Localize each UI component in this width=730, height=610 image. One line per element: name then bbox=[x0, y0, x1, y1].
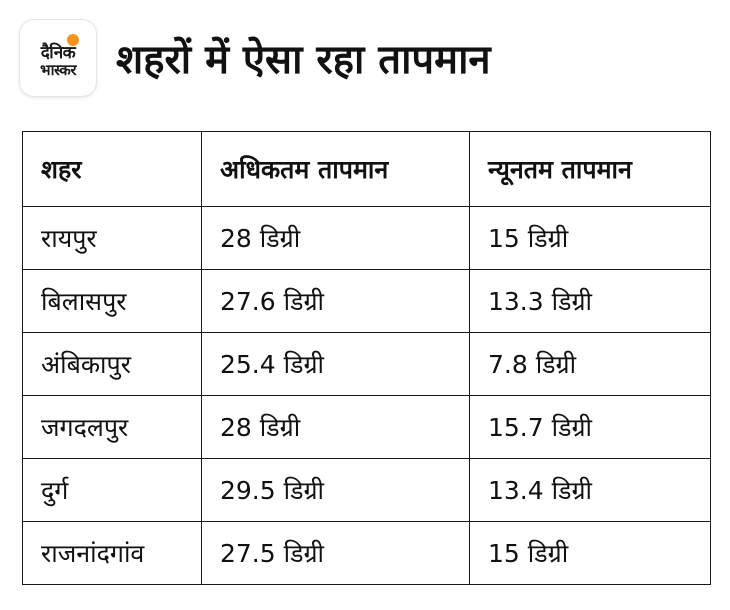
max-temp-cell: 28 डिग्री bbox=[201, 206, 470, 270]
table-row: दुर्ग 29.5 डिग्री 13.4 डिग्री bbox=[22, 458, 711, 522]
sun-icon bbox=[67, 34, 79, 46]
table-row: अंबिकापुर 25.4 डिग्री 7.8 डिग्री bbox=[22, 332, 711, 396]
header-max-temp: अधिकतम तापमान bbox=[201, 131, 470, 207]
min-temp-cell: 15 डिग्री bbox=[469, 206, 711, 270]
city-cell: दुर्ग bbox=[22, 458, 202, 522]
city-cell: अंबिकापुर bbox=[22, 332, 202, 396]
table-row: राजनांदगांव 27.5 डिग्री 15 डिग्री bbox=[22, 521, 711, 585]
max-temp-cell: 27.6 डिग्री bbox=[201, 269, 470, 333]
max-temp-cell: 29.5 डिग्री bbox=[201, 458, 470, 522]
max-temp-cell: 25.4 डिग्री bbox=[201, 332, 470, 396]
max-temp-cell: 27.5 डिग्री bbox=[201, 521, 470, 585]
min-temp-cell: 7.8 डिग्री bbox=[469, 332, 711, 396]
min-temp-cell: 13.3 डिग्री bbox=[469, 269, 711, 333]
table-row: जगदलपुर 28 डिग्री 15.7 डिग्री bbox=[22, 395, 711, 459]
logo-text-line2: भास्कर bbox=[40, 61, 76, 80]
page-title: शहरों में ऐसा रहा तापमान bbox=[116, 37, 491, 83]
header-min-temp: न्यूनतम तापमान bbox=[469, 131, 711, 207]
table-header-row: शहर अधिकतम तापमान न्यूनतम तापमान bbox=[22, 131, 711, 207]
city-cell: रायपुर bbox=[22, 206, 202, 270]
table-row: बिलासपुर 27.6 डिग्री 13.3 डिग्री bbox=[22, 269, 711, 333]
table-row: रायपुर 28 डिग्री 15 डिग्री bbox=[22, 206, 711, 270]
header-city: शहर bbox=[22, 131, 202, 207]
logo-text-line1: दैनिक bbox=[40, 43, 76, 64]
min-temp-cell: 13.4 डिग्री bbox=[469, 458, 711, 522]
city-cell: जगदलपुर bbox=[22, 395, 202, 459]
min-temp-cell: 15 डिग्री bbox=[469, 521, 711, 585]
min-temp-cell: 15.7 डिग्री bbox=[469, 395, 711, 459]
city-cell: बिलासपुर bbox=[22, 269, 202, 333]
temperature-table: शहर अधिकतम तापमान न्यूनतम तापमान रायपुर … bbox=[22, 131, 711, 585]
city-cell: राजनांदगांव bbox=[22, 521, 202, 585]
dainik-bhaskar-logo: दैनिक भास्कर bbox=[20, 20, 96, 96]
max-temp-cell: 28 डिग्री bbox=[201, 395, 470, 459]
